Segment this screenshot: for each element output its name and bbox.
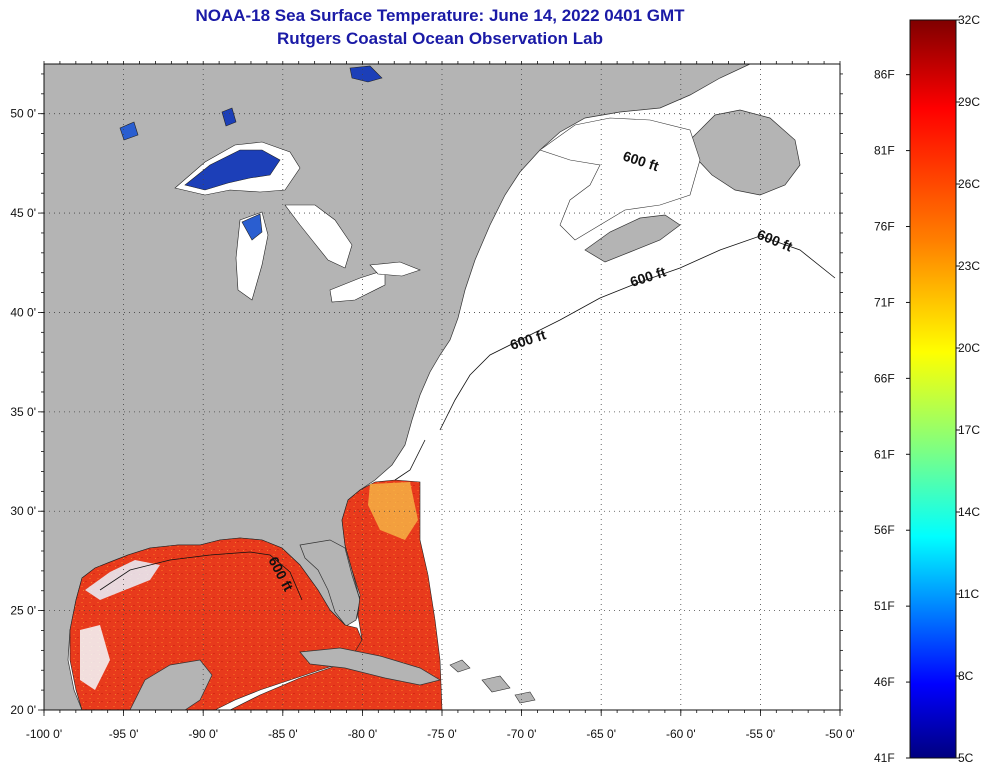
sst-gulf-cool-patch-2 bbox=[80, 625, 110, 690]
map-frame-ticks bbox=[38, 61, 843, 716]
colorbar-fahrenheit-label: 66F bbox=[874, 371, 895, 385]
colorbar-fahrenheit-label: 76F bbox=[874, 220, 895, 234]
lat-tick-label: 50 0' bbox=[10, 107, 36, 121]
colorbar-celsius-label: 29C bbox=[958, 95, 980, 109]
map-title: NOAA-18 Sea Surface Temperature: June 14… bbox=[195, 6, 685, 25]
colorbar-fahrenheit-label: 41F bbox=[874, 751, 895, 765]
colorbar: 32C 29C 26C 23C 20C 17C 14C 11C 8C 5C 86F 81F 76F 71… bbox=[874, 13, 980, 765]
sst-gulf-cool-patch bbox=[85, 560, 160, 600]
lat-axis: 20 0' 25 0' 30 0' 35 0' 40 0' 45 0' 50 0' bbox=[10, 107, 36, 717]
shelf-line bbox=[439, 235, 836, 431]
lon-tick-label: -75 0' bbox=[427, 727, 457, 741]
land-florida bbox=[299, 539, 361, 627]
colorbar-fahrenheit-label: 46F bbox=[874, 675, 895, 689]
sst-atlantic-southeast bbox=[229, 479, 443, 711]
lon-tick-label: -90 0' bbox=[188, 727, 218, 741]
colorbar-celsius-label: 11C bbox=[958, 587, 979, 601]
lon-tick-label: -50 0' bbox=[825, 727, 855, 741]
colorbar-fahrenheit-label: 86F bbox=[874, 68, 895, 82]
lon-tick-label: -55 0' bbox=[746, 727, 776, 741]
lat-tick-label: 35 0' bbox=[10, 405, 36, 419]
colorbar-celsius-label: 17C bbox=[958, 423, 980, 437]
lat-tick-label: 20 0' bbox=[10, 703, 36, 717]
colorbar-gradient bbox=[909, 19, 957, 759]
gulf-st-lawrence bbox=[539, 117, 701, 241]
land-nova-scotia bbox=[584, 214, 681, 263]
lat-tick-label: 25 0' bbox=[10, 604, 36, 618]
lon-axis: -100 0' -95 0' -90 0' -85 0' -80 0' -75 0' -70… bbox=[26, 727, 855, 741]
colorbar-fahrenheit-label: 51F bbox=[874, 599, 895, 613]
colorbar-celsius-label: 32C bbox=[958, 13, 980, 27]
land-yucatan bbox=[129, 659, 213, 711]
gulf-600ft-contour bbox=[99, 551, 303, 601]
colorbar-celsius-labels: 32C 29C 26C 23C 20C 17C 14C 11C 8C 5C bbox=[958, 13, 980, 765]
colorbar-celsius-label: 20C bbox=[958, 341, 980, 355]
lon-tick-label: -80 0' bbox=[348, 727, 378, 741]
colorbar-celsius-label: 8C bbox=[958, 669, 974, 683]
land-newfoundland bbox=[689, 109, 801, 196]
colorbar-fahrenheit-labels: 86F 81F 76F 71F 66F 61F 56F 51F 46F 41F bbox=[874, 68, 895, 765]
colorbar-celsius-label: 26C bbox=[958, 177, 980, 191]
colorbar-fahrenheit-label: 81F bbox=[874, 144, 895, 158]
lon-tick-label: -85 0' bbox=[268, 727, 298, 741]
lat-tick-label: 40 0' bbox=[10, 305, 36, 319]
colorbar-fahrenheit-label: 56F bbox=[874, 523, 895, 537]
colorbar-celsius-label: 23C bbox=[958, 259, 980, 273]
colorbar-celsius-label: 5C bbox=[958, 751, 974, 765]
caribbean-islands bbox=[449, 659, 536, 704]
lat-tick-label: 45 0' bbox=[10, 206, 36, 220]
lon-tick-label: -60 0' bbox=[666, 727, 696, 741]
map-subtitle: Rutgers Coastal Ocean Observation Lab bbox=[277, 29, 603, 48]
lon-tick-label: -95 0' bbox=[109, 727, 139, 741]
lon-tick-label: -65 0' bbox=[586, 727, 616, 741]
lat-tick-label: 30 0' bbox=[10, 504, 36, 518]
lon-tick-label: -100 0' bbox=[26, 727, 62, 741]
shelf-line-south bbox=[394, 439, 426, 481]
land-cuba bbox=[299, 647, 441, 686]
great-lakes bbox=[119, 65, 421, 303]
colorbar-celsius-label: 14C bbox=[958, 505, 980, 519]
colorbar-fahrenheit-label: 71F bbox=[874, 295, 895, 309]
colorbar-fahrenheit-label: 61F bbox=[874, 447, 895, 461]
sst-atlantic-warm-yellow bbox=[368, 482, 418, 540]
lon-tick-label: -70 0' bbox=[507, 727, 537, 741]
